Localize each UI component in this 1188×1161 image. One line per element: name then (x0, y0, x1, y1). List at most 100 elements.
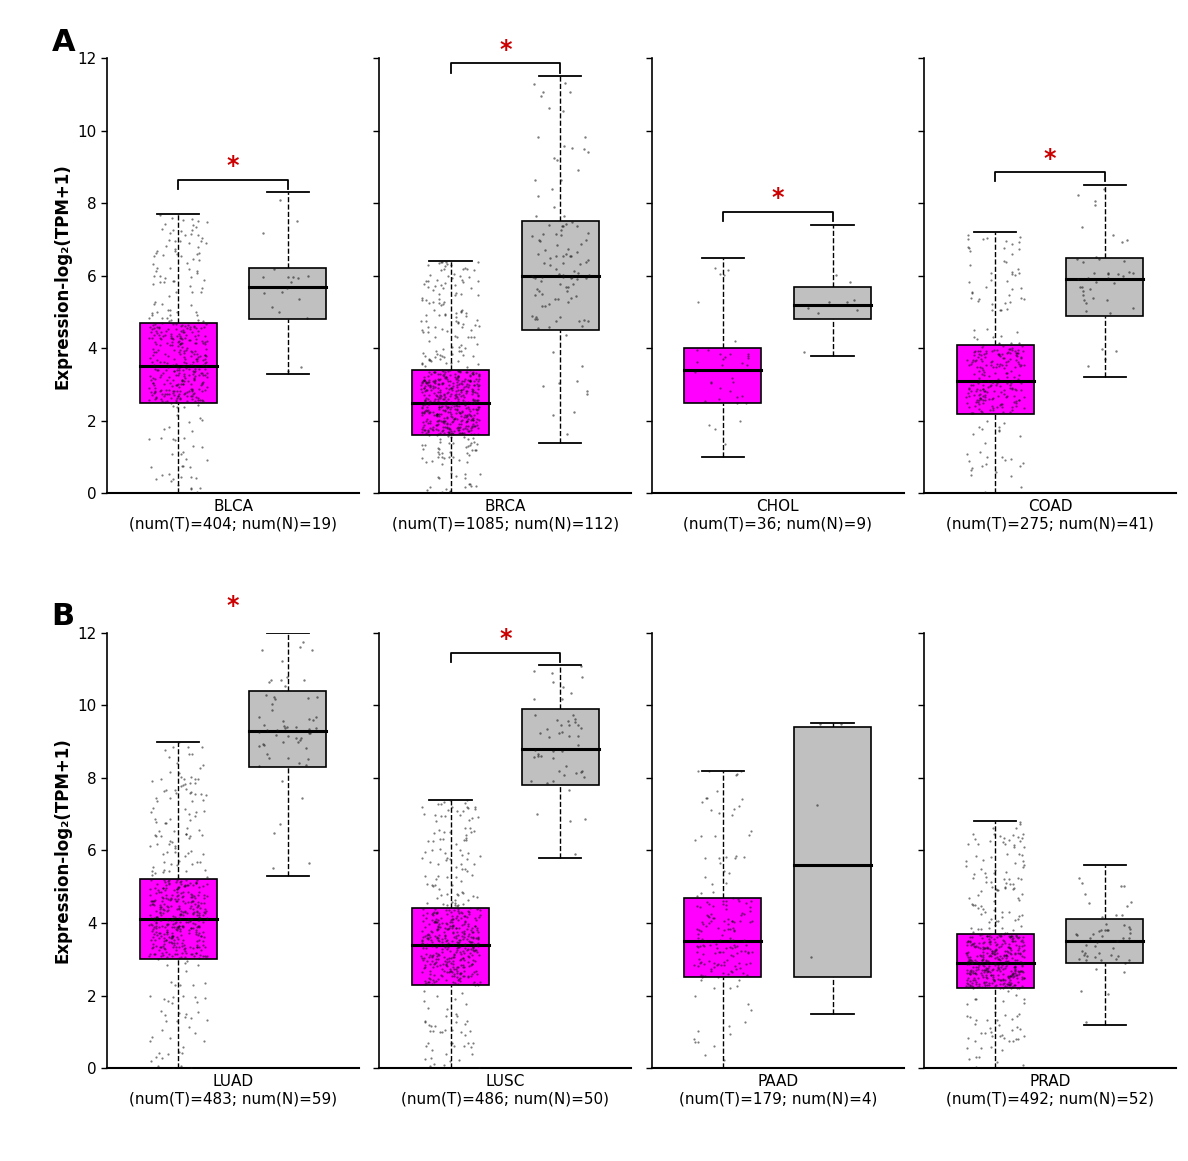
Point (972, 349, 991, 368)
Point (971, 946, 990, 965)
Point (710, 378, 729, 397)
Point (999, 1032, 1018, 1051)
Point (958, 971, 977, 989)
Point (536, 296, 555, 315)
Point (961, 960, 980, 979)
Point (176, 861, 195, 880)
Point (184, 317, 203, 336)
Point (170, 976, 189, 995)
Point (972, 964, 991, 982)
Point (457, 412, 476, 431)
Point (453, 846, 472, 865)
Point (152, 323, 171, 341)
Point (158, 1045, 177, 1063)
Point (1005, 380, 1024, 398)
Point (993, 971, 1012, 989)
Point (183, 792, 202, 810)
Point (463, 946, 482, 965)
Point (738, 994, 757, 1012)
Point (415, 378, 434, 397)
Point (463, 391, 482, 410)
Point (168, 928, 187, 946)
Point (1093, 908, 1112, 926)
Point (443, 958, 462, 976)
Point (173, 211, 192, 230)
Point (1006, 351, 1025, 369)
Point (530, 230, 549, 248)
Point (444, 916, 463, 935)
Point (457, 444, 476, 462)
Point (971, 358, 990, 376)
Point (444, 947, 463, 966)
Point (417, 410, 436, 428)
Point (962, 355, 981, 374)
Bar (794, 727, 871, 978)
Point (960, 972, 979, 990)
Point (456, 303, 475, 322)
Point (985, 953, 1004, 972)
Point (143, 861, 162, 880)
Point (164, 370, 183, 389)
Point (1003, 280, 1022, 298)
Point (187, 874, 206, 893)
Point (996, 879, 1015, 897)
Point (725, 799, 744, 817)
Point (437, 849, 456, 867)
Point (998, 924, 1017, 943)
Point (146, 389, 165, 408)
Point (270, 815, 289, 834)
Point (457, 375, 476, 394)
Point (457, 920, 476, 938)
Point (690, 954, 709, 973)
Point (195, 366, 214, 384)
Point (446, 896, 465, 915)
Point (990, 347, 1009, 366)
Point (969, 290, 988, 309)
Point (1086, 947, 1105, 966)
Point (175, 342, 194, 361)
Point (958, 954, 977, 973)
Text: A: A (51, 28, 75, 57)
Point (450, 338, 469, 356)
Point (425, 277, 444, 296)
Point (171, 468, 190, 486)
Point (189, 389, 208, 408)
Point (469, 899, 488, 917)
Point (447, 283, 466, 302)
Point (981, 832, 1000, 851)
Point (552, 216, 571, 235)
Point (465, 373, 484, 391)
Point (145, 879, 164, 897)
Point (421, 852, 440, 871)
Point (981, 271, 1000, 289)
Point (1012, 846, 1031, 865)
Point (164, 881, 183, 900)
Point (154, 900, 173, 918)
Point (972, 859, 991, 878)
Point (147, 875, 166, 894)
Point (448, 401, 467, 419)
Point (461, 921, 480, 939)
Point (1003, 397, 1022, 416)
Point (463, 929, 482, 947)
Point (451, 1023, 470, 1041)
Point (428, 412, 447, 431)
Point (156, 345, 175, 363)
Point (429, 945, 448, 964)
Point (460, 402, 479, 420)
Point (153, 221, 172, 239)
Point (143, 1027, 162, 1046)
Point (172, 872, 191, 890)
Point (455, 939, 474, 958)
Point (539, 318, 558, 337)
Point (152, 928, 171, 946)
Point (436, 388, 455, 406)
Point (1075, 944, 1094, 962)
Point (1009, 979, 1028, 997)
Point (456, 381, 475, 399)
Point (188, 903, 207, 922)
Point (441, 1052, 460, 1070)
Point (1079, 269, 1098, 288)
Point (440, 483, 459, 502)
Point (156, 741, 175, 759)
